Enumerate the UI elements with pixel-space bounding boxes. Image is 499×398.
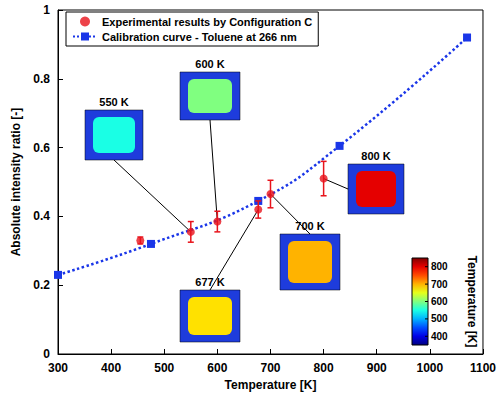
svg-text:0.4: 0.4 (33, 209, 50, 223)
svg-text:500: 500 (154, 361, 174, 375)
svg-text:550 K: 550 K (99, 96, 128, 108)
svg-text:600 K: 600 K (195, 58, 224, 70)
svg-text:700 K: 700 K (295, 220, 324, 232)
svg-text:700: 700 (431, 279, 448, 290)
svg-text:0.6: 0.6 (33, 141, 50, 155)
svg-text:300: 300 (48, 361, 68, 375)
svg-text:Calibration curve - Toluene at: Calibration curve - Toluene at 266 nm (102, 31, 297, 43)
svg-text:600: 600 (431, 296, 448, 307)
svg-text:0.8: 0.8 (33, 72, 50, 86)
svg-text:500: 500 (431, 313, 448, 324)
svg-text:400: 400 (431, 331, 448, 342)
svg-text:Experimental results by Config: Experimental results by Configuration C (102, 16, 312, 28)
svg-text:700: 700 (260, 361, 280, 375)
svg-text:677 K: 677 K (195, 276, 224, 288)
svg-text:600: 600 (207, 361, 227, 375)
svg-text:800 K: 800 K (361, 150, 390, 162)
svg-text:800: 800 (314, 361, 334, 375)
svg-text:Temperature [K]: Temperature [K] (465, 256, 479, 348)
svg-text:Temperature [K]: Temperature [K] (225, 378, 317, 392)
svg-text:1100: 1100 (470, 361, 496, 375)
svg-text:400: 400 (101, 361, 121, 375)
svg-text:1000: 1000 (417, 361, 444, 375)
svg-text:900: 900 (367, 361, 387, 375)
svg-text:0.2: 0.2 (33, 278, 50, 292)
svg-text:Absolute intensity ratio [-]: Absolute intensity ratio [-] (9, 108, 23, 257)
svg-text:0: 0 (43, 347, 50, 361)
svg-text:1: 1 (43, 3, 50, 17)
svg-text:800: 800 (431, 261, 448, 272)
